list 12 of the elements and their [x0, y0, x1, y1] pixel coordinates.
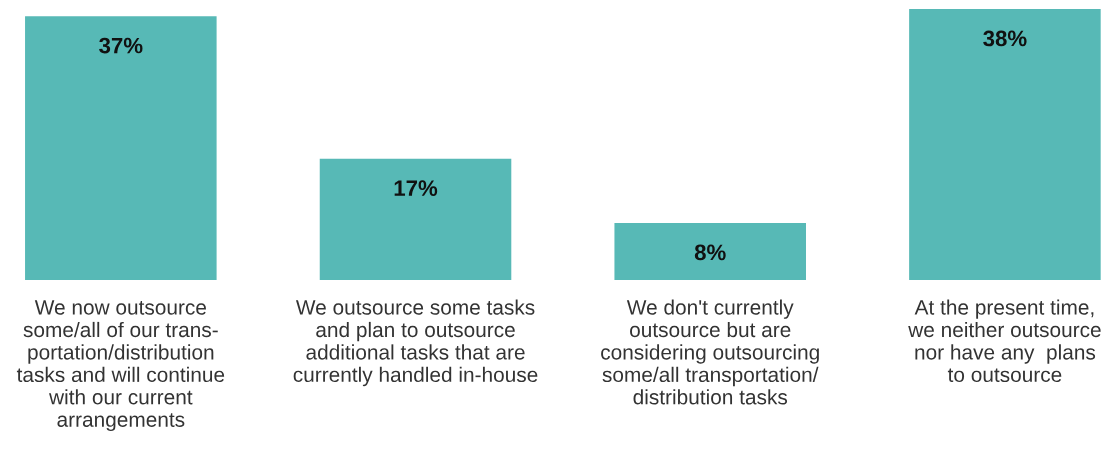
bar	[319, 158, 512, 280]
data-label: 38%	[983, 30, 1027, 47]
x-tick-label: At the present time, we neither outsource nor have any plans to outsource	[908, 299, 1101, 383]
bar	[25, 16, 217, 280]
data-label: 17%	[394, 180, 438, 196]
bar	[614, 222, 806, 280]
x-tick-label: We now outsource some/all of our trans- portation/distribution tasks and will continue with our current arrangements	[16, 300, 225, 432]
x-tick-label: We outsource some tasks and plan to outsource additional tasks that are currently handled in-house	[293, 299, 538, 387]
x-tick-label: We don't currently outsource but are considering outsourcing some/all transportation/ distribution tasks	[601, 299, 819, 405]
data-label: 37%	[99, 37, 143, 54]
data-label: 8%	[694, 244, 726, 261]
bar	[909, 9, 1101, 280]
